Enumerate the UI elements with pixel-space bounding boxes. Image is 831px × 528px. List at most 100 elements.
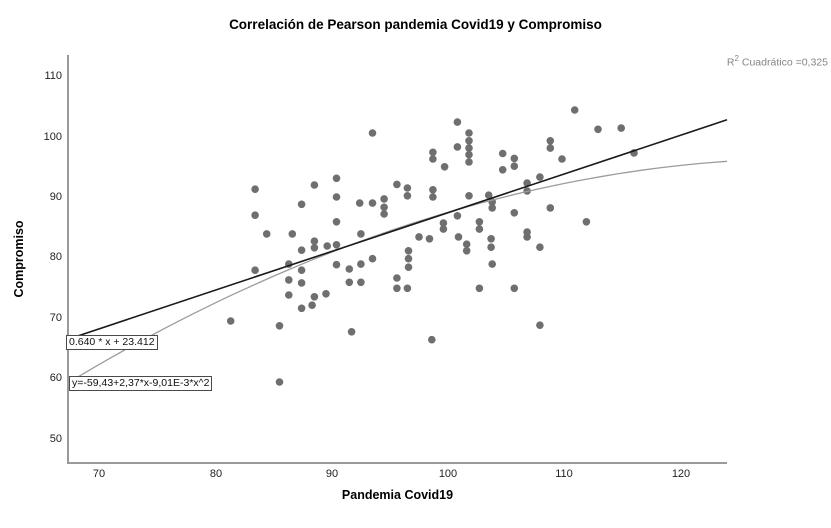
quadratic-equation-label: y=-59,43+2,37*x-9,01E-3*x^2 bbox=[69, 376, 213, 391]
scatter-point bbox=[429, 186, 437, 194]
scatter-point bbox=[357, 278, 365, 287]
scatter-point bbox=[285, 291, 293, 299]
scatter-point bbox=[332, 260, 341, 269]
scatter-point bbox=[332, 218, 341, 226]
scatter-point bbox=[368, 199, 377, 207]
scatter-point bbox=[310, 237, 319, 245]
scatter-point bbox=[380, 210, 388, 218]
scatter-point bbox=[536, 173, 544, 181]
scatter-point bbox=[475, 225, 484, 233]
scatter-point bbox=[488, 260, 497, 268]
y-tick-label: 50 bbox=[49, 433, 62, 445]
scatter-point bbox=[357, 260, 365, 268]
scatter-point bbox=[465, 192, 473, 200]
y-tick-label: 110 bbox=[44, 70, 62, 82]
scatter-point bbox=[332, 174, 341, 183]
scatter-point bbox=[546, 204, 555, 212]
scatter-point bbox=[297, 304, 306, 313]
scatter-point bbox=[297, 200, 306, 209]
scatter-point bbox=[393, 274, 401, 282]
scatter-point bbox=[484, 191, 493, 199]
scatter-point bbox=[415, 233, 423, 241]
scatter-point bbox=[404, 247, 413, 255]
scatter-point bbox=[251, 211, 259, 219]
x-tick-label: 70 bbox=[92, 468, 106, 480]
scatter-point bbox=[310, 293, 319, 301]
scatter-point bbox=[403, 192, 412, 200]
scatter-point bbox=[347, 328, 356, 336]
scatter-point bbox=[488, 204, 497, 212]
scatter-point bbox=[546, 137, 555, 145]
scatter-point bbox=[570, 106, 579, 114]
r2-exponent: 2 bbox=[734, 54, 739, 63]
scatter-point bbox=[357, 230, 365, 238]
scatter-point bbox=[251, 185, 259, 193]
chart-title: Correlación de Pearson pandemia Covid19 … bbox=[229, 17, 602, 32]
scatter-point bbox=[297, 266, 306, 275]
scatter-point bbox=[454, 233, 463, 241]
scatter-point bbox=[462, 247, 471, 255]
scatter-point bbox=[510, 162, 519, 170]
scatter-point bbox=[297, 246, 306, 254]
scatter-point bbox=[332, 241, 341, 249]
scatter-point bbox=[345, 278, 354, 287]
scatter-point bbox=[498, 166, 507, 174]
scatter-point bbox=[262, 230, 271, 238]
scatter-point bbox=[440, 163, 449, 171]
scatter-point bbox=[465, 158, 473, 166]
scatter-point bbox=[368, 254, 377, 263]
scatter-point bbox=[323, 242, 332, 250]
scatter-point bbox=[536, 243, 544, 251]
x-tick-label: 110 bbox=[555, 468, 573, 480]
scatter-point bbox=[393, 284, 401, 293]
scatter-point bbox=[487, 243, 495, 251]
scatter-point bbox=[510, 154, 519, 163]
scatter-point bbox=[465, 137, 473, 145]
scatter-point bbox=[453, 212, 462, 220]
scatter-point bbox=[404, 254, 413, 263]
scatter-point bbox=[510, 209, 519, 217]
scatter-point bbox=[251, 266, 259, 275]
scatter-point bbox=[429, 193, 437, 201]
scatter-point bbox=[465, 150, 473, 159]
scatter-point bbox=[536, 321, 544, 330]
y-axis-title: Compromiso bbox=[12, 220, 26, 298]
scatter-point bbox=[617, 124, 625, 132]
scatter-point bbox=[498, 149, 507, 158]
x-axis-title: Pandemia Covid19 bbox=[341, 488, 454, 502]
scatter-point bbox=[404, 263, 413, 272]
scatter-point bbox=[380, 195, 388, 203]
scatter-point bbox=[403, 284, 412, 293]
axes-lines bbox=[67, 55, 727, 464]
y-tick-label: 80 bbox=[49, 251, 62, 263]
linear-fit-line bbox=[67, 119, 728, 340]
scatter-point bbox=[380, 203, 388, 212]
scatter-point bbox=[428, 335, 436, 344]
scatter-point bbox=[487, 235, 495, 243]
scatter-point bbox=[275, 322, 284, 330]
scatter-point bbox=[439, 225, 448, 233]
scatter-point bbox=[275, 378, 284, 386]
scatter-point bbox=[355, 199, 364, 207]
scatter-point bbox=[368, 129, 377, 137]
scatter-point bbox=[403, 184, 412, 192]
scatter-point bbox=[582, 218, 591, 226]
scatter-point bbox=[453, 118, 462, 126]
scatter-point bbox=[475, 218, 484, 226]
quadratic-fit-line bbox=[67, 160, 728, 384]
scatter-point bbox=[285, 276, 293, 284]
scatter-point bbox=[453, 143, 462, 151]
scatter-point bbox=[523, 233, 531, 241]
scatter-point bbox=[226, 317, 235, 325]
scatter-point bbox=[465, 129, 473, 137]
scatter-point bbox=[439, 219, 448, 227]
x-tick-label: 90 bbox=[325, 468, 339, 480]
scatter-point bbox=[462, 240, 471, 248]
scatter-point bbox=[429, 148, 437, 157]
x-tick-label: 120 bbox=[671, 468, 691, 480]
scatter-point bbox=[308, 301, 316, 310]
scatter-point bbox=[546, 144, 555, 152]
scatter-point bbox=[393, 180, 401, 189]
